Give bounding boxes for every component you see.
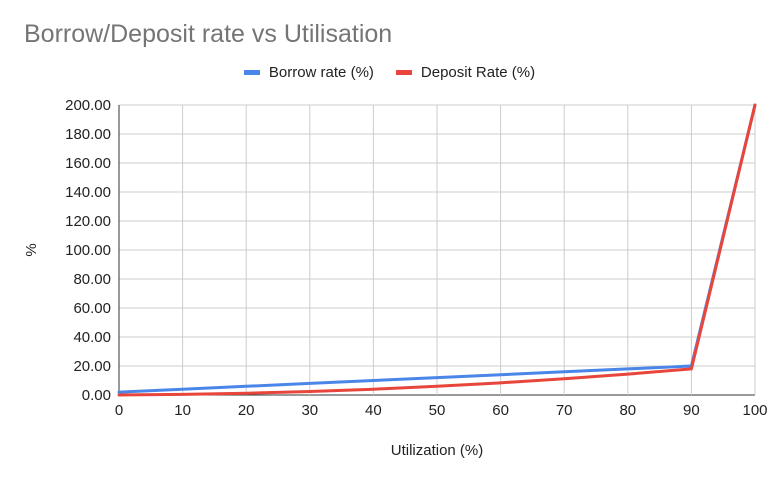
legend-label-borrow: Borrow rate (%): [268, 64, 374, 81]
legend-label-deposit: Deposit Rate (%): [420, 64, 536, 81]
x-tick-label: 90: [683, 402, 700, 419]
y-tick-label: 200.00: [65, 97, 111, 114]
y-tick-label: 60.00: [73, 300, 111, 317]
y-tick-label: 120.00: [65, 213, 111, 230]
y-tick-label: 160.00: [65, 155, 111, 172]
x-tick-label: 40: [365, 402, 382, 419]
y-tick-label: 140.00: [65, 184, 111, 201]
x-tick-label: 60: [492, 402, 509, 419]
x-tick-label: 70: [556, 402, 573, 419]
y-tick-label: 0.00: [82, 387, 111, 404]
y-tick-label: 100.00: [65, 242, 111, 259]
series-line-borrow: [117, 103, 757, 394]
legend: Borrow rate (%) Deposit Rate (%): [0, 64, 779, 81]
y-axis-label: %: [23, 243, 40, 256]
series-line-deposit: [117, 103, 757, 397]
legend-swatch-borrow: [243, 70, 260, 75]
x-tick-label: 80: [619, 402, 636, 419]
y-tick-label: 20.00: [73, 358, 111, 375]
x-axis-label: Utilization (%): [391, 442, 484, 459]
chart-title: Borrow/Deposit rate vs Utilisation: [24, 20, 393, 48]
y-tick-labels: 0.00 20.00 40.00 60.00 80.00 100.00 120.00 140.…: [65, 97, 111, 404]
gridlines: [118, 104, 756, 396]
series-lines: [117, 103, 757, 397]
y-tick-label: 80.00: [73, 271, 111, 288]
x-tick-label: 100: [742, 402, 767, 419]
x-tick-label: 10: [174, 402, 191, 419]
y-tick-label: 40.00: [73, 329, 111, 346]
y-tick-label: 180.00: [65, 126, 111, 143]
x-tick-label: 20: [238, 402, 255, 419]
x-tick-label: 30: [301, 402, 318, 419]
x-tick-labels: 0 10 20 30 40 50 60 70 80 90 100: [115, 402, 768, 419]
x-tick-label: 0: [115, 402, 123, 419]
legend-item-borrow[interactable]: Borrow rate (%): [243, 64, 374, 81]
x-tick-label: 50: [429, 402, 446, 419]
legend-item-deposit[interactable]: Deposit Rate (%): [395, 64, 536, 81]
legend-swatch-deposit: [395, 70, 412, 75]
